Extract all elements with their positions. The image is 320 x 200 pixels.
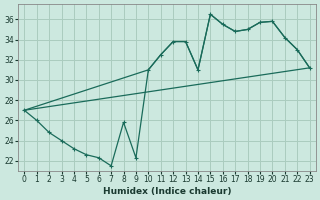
X-axis label: Humidex (Indice chaleur): Humidex (Indice chaleur) [103,187,231,196]
